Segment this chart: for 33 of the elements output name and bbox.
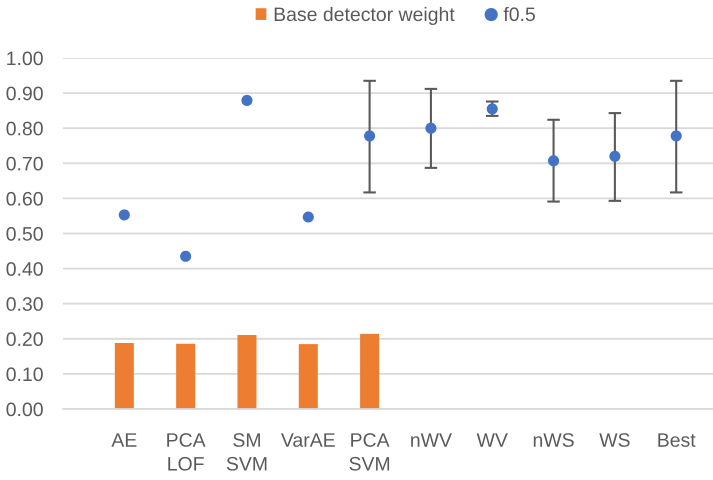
y-tick-label: 0.50: [6, 226, 43, 241]
x-tick-label: PCA LOF: [167, 433, 206, 471]
legend-label: Base detector weight: [274, 6, 455, 25]
y-tick-label: 0.90: [6, 86, 43, 100]
y-tick-label: 0.00: [6, 402, 43, 416]
point: [486, 103, 498, 114]
y-tick-label: 0.70: [6, 156, 43, 171]
x-tick-label: WS: [599, 433, 630, 447]
point: [118, 209, 130, 220]
x-tick-label: VarAE: [280, 433, 335, 447]
x-tick-label: nWS: [534, 433, 574, 447]
y-tick-label: 0.30: [6, 297, 43, 311]
point: [670, 130, 682, 142]
point: [364, 130, 376, 142]
y-tick-label: 1.00: [7, 51, 43, 66]
point: [180, 250, 192, 262]
point: [548, 155, 560, 166]
x-tick-label: SM SVM: [226, 433, 266, 471]
point: [241, 94, 253, 106]
y-tick-label: 0.20: [6, 332, 43, 346]
y-tick-label: 0.10: [6, 367, 43, 382]
x-tick-label: AE: [111, 433, 136, 447]
x-tick-label: PCA SVM: [349, 433, 390, 471]
point: [609, 150, 620, 162]
y-tick-label: 0.40: [6, 262, 43, 276]
legend-label: f0.5: [504, 6, 535, 22]
point: [302, 211, 314, 223]
x-tick-label: Best: [658, 433, 696, 447]
y-tick-label: 0.60: [6, 192, 43, 206]
x-tick-label: WV: [476, 433, 508, 447]
point: [425, 122, 436, 134]
x-tick-label: nWV: [411, 433, 452, 447]
y-tick-label: 0.80: [6, 122, 43, 136]
